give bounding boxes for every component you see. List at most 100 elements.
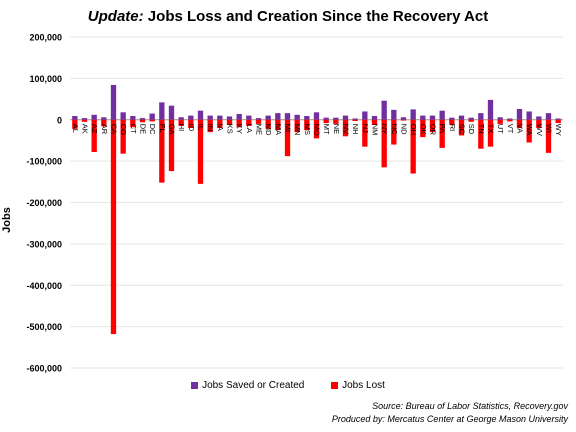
bar-lost [342,119,349,137]
bar-lost [168,119,175,172]
bar-saved [110,84,117,120]
bar-lost [526,119,532,143]
x-axis-ticks: AL AK AZ AR CA CO CT DE DC FL GA HI ID IL IN IA KS KY LA ME… [71,124,563,136]
bar-saved [458,115,465,120]
bar-lost [439,119,445,148]
bar-lost [265,119,271,129]
x-tick-label: PA [438,124,447,133]
bar-lost [236,119,242,128]
bar-saved [536,116,542,120]
bar-lost [294,119,300,133]
bar-lost [487,119,494,147]
bar-saved [101,117,107,120]
bar-lost [284,119,291,157]
y-tick-label: 200,000 [29,33,62,43]
bar-saved [381,100,387,120]
source-line-1: Source: Bureau of Labor Statistics, Reco… [372,401,568,411]
bar-lost [178,119,184,126]
bar-lost [139,119,146,123]
bar-lost [130,119,136,128]
bar-lost [313,119,320,139]
bar-saved [178,117,184,120]
bar-lost [410,119,416,174]
x-tick-label: WI [545,124,554,133]
bar-lost [110,119,117,335]
bar-saved [391,109,397,120]
x-tick-label: CA [110,124,119,134]
bar-lost [449,119,455,125]
x-tick-label: WV [535,124,544,136]
x-tick-label: AR [100,124,109,135]
bar-lost [188,119,194,129]
bar-saved [516,108,523,120]
bar-saved [81,118,88,120]
y-axis-ticks: 200,000 100,000 0 -100,000 -200,000 -300,000 -… [26,33,62,374]
x-tick-label: OH [409,124,418,135]
x-tick-label: IA [216,124,225,131]
bar-lost [352,119,358,121]
bar-lost [72,119,78,129]
bars [72,84,561,335]
bar-saved [284,113,291,120]
bar-saved [265,115,271,120]
bar-saved [400,117,407,120]
x-tick-label: TX [487,124,496,134]
bar-lost [497,119,503,124]
y-tick-label: -500,000 [26,322,62,332]
legend-swatch-lost [331,381,339,389]
x-tick-label: SD [467,124,476,135]
bar-saved [188,115,194,120]
x-tick-label: MI [284,124,293,132]
bar-lost [149,119,155,122]
chart-title-prefix: Update: [87,8,144,25]
legend-item-saved: Jobs Saved or Created [191,380,304,391]
y-tick-label: -200,000 [26,198,62,208]
bar-saved [226,116,233,120]
bar-saved [429,115,436,120]
bar-saved [255,118,262,120]
x-tick-label: DC [148,124,157,135]
legend-item-lost: Jobs Lost [331,380,385,391]
x-tick-label: MT [322,124,331,135]
bar-saved [149,113,155,120]
source-note: Source: Bureau of Labor Statistics, Reco… [332,400,568,426]
bar-lost [91,119,97,153]
bar-lost [207,119,213,133]
x-tick-label: OR [429,124,438,136]
bar-saved [246,115,252,120]
bar-lost [217,119,223,129]
legend-label-lost: Jobs Lost [342,380,385,391]
bar-saved [139,118,146,120]
x-tick-label: MD [264,124,273,136]
bar-saved [236,113,242,120]
x-tick-label: NC [390,124,399,135]
bar-saved [545,113,552,120]
x-tick-label: ID [187,124,196,132]
x-tick-label: NH [351,124,360,135]
x-tick-label: UT [496,124,505,134]
bar-lost [304,119,310,131]
bar-saved [468,117,474,120]
x-tick-label: SC [458,124,467,135]
bar-saved [333,117,339,120]
bar-lost [555,119,561,124]
bar-saved [420,115,426,120]
bar-lost [120,119,126,154]
bar-saved [217,115,223,120]
bar-lost [536,119,542,129]
bar-saved [207,115,213,120]
bar-saved [91,114,97,120]
bar-saved [410,109,416,120]
x-tick-label: NE [332,124,341,134]
x-tick-label: NM [371,124,380,136]
x-tick-label: NY [380,124,389,134]
bar-saved [352,118,358,120]
bar-saved [168,105,175,120]
bar-lost [478,119,484,149]
y-tick-label: -300,000 [26,239,62,249]
bar-saved [294,114,300,120]
bar-saved [313,112,320,120]
bar-saved [323,117,329,120]
bar-saved [130,116,136,120]
x-tick-label: RI [448,124,457,132]
